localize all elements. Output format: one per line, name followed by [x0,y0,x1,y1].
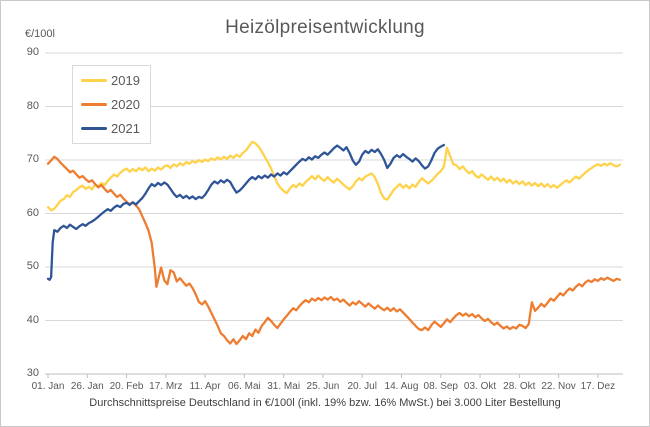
y-tick-label-80: 80 [26,99,39,112]
x-tick-label-06-Mai: 06. Mai [227,381,261,392]
y-tick-label-70: 70 [26,153,39,165]
y-axis-unit-label: €/100l [25,28,55,40]
series-line-2020 [46,155,622,346]
y-tick-label-30: 30 [26,367,39,379]
legend-item-2021: 2021 [81,121,140,136]
y-tick-label-90: 90 [26,46,39,58]
legend-label-2020: 2020 [111,97,140,112]
x-tick-label-01-Jan: 01. Jan [31,381,65,392]
legend-swatch-2021 [81,127,107,130]
x-tick-label-22-Nov: 22. Nov [541,381,576,392]
x-tick-label-28-Okt: 28. Okt [503,381,536,392]
x-tick-label-14-Aug: 14. Aug [384,381,419,392]
y-tick-label-60: 60 [26,206,39,219]
legend-swatch-2020 [81,103,107,106]
y-tick-label-40: 40 [26,313,39,326]
legend-swatch-2019 [81,79,107,82]
chart-title: Heizölpreisentwicklung [225,17,425,38]
x-tick-label-11-Apr: 11. Apr [189,381,221,392]
x-tick-label-20-Jul: 20. Jul [347,381,377,392]
legend-label-2019: 2019 [111,73,140,88]
x-tick-label-26-Jan: 26. Jan [70,381,104,392]
y-tick-label-50: 50 [26,260,39,272]
x-tick-label-20-Feb: 20. Feb [109,381,144,392]
legend: 2019 2020 2021 [72,65,151,144]
x-tick-label-17-Dez: 17. Dez [580,381,616,392]
series-line-2019 [46,140,622,212]
series-line-2021 [46,143,446,281]
x-tick-label-08-Sep: 08. Sep [423,381,458,392]
x-tick-label-03-Okt: 03. Okt [463,381,497,392]
legend-item-2019: 2019 [81,73,140,88]
x-tick-label-17-Mrz: 17. Mrz [149,381,183,392]
chart-caption: Durchschnittspreise Deutschland in €/100… [89,397,561,409]
x-tick-label-25-Jun: 25. Jun [306,381,340,392]
legend-item-2020: 2020 [81,97,140,112]
legend-label-2021: 2021 [111,121,140,136]
x-tick-label-31-Mai: 31. Mai [267,381,301,392]
